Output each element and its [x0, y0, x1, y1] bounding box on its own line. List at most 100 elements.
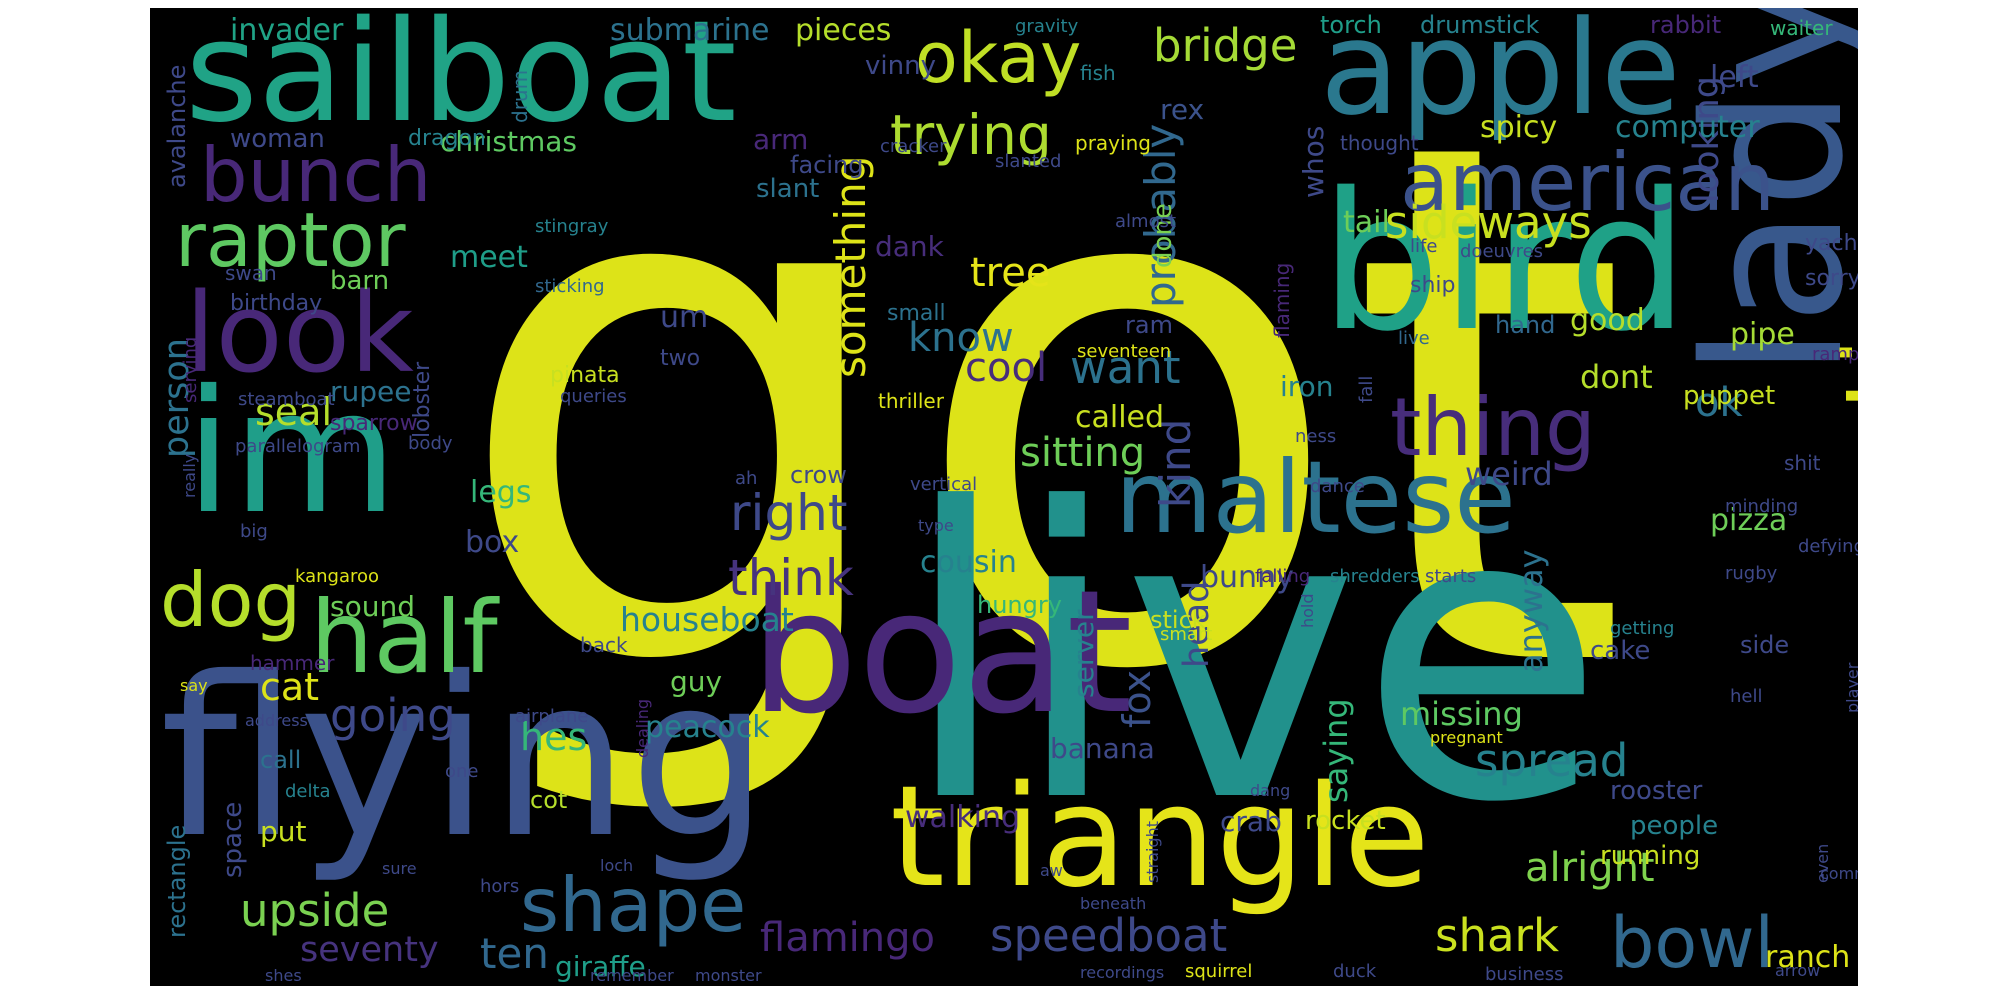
- word-18: raptor: [175, 196, 406, 284]
- word-121: vinny: [865, 51, 936, 81]
- word-70: good: [1570, 303, 1645, 338]
- word-178: address: [245, 711, 308, 730]
- word-69: whos: [1297, 125, 1330, 198]
- word-72: dont: [1580, 358, 1653, 396]
- word-164: kangaroo: [295, 566, 380, 587]
- word-76: iron: [1280, 370, 1334, 403]
- word-126: yacht: [1805, 231, 1858, 256]
- word-113: cot: [530, 786, 568, 814]
- word-162: vertical: [910, 474, 978, 495]
- word-138: serving: [180, 336, 201, 403]
- word-118: torch: [1320, 11, 1382, 39]
- word-66: computer: [1615, 110, 1760, 145]
- word-87: facing: [790, 151, 864, 179]
- word-8: im: [185, 354, 398, 552]
- word-45: ok: [1695, 380, 1743, 426]
- word-186: hors: [480, 876, 520, 897]
- word-124: drum: [508, 69, 532, 123]
- word-141: parallelogram: [235, 436, 361, 457]
- word-13: look: [185, 269, 414, 397]
- word-183: pregnant: [1430, 728, 1503, 747]
- word-101: running: [1600, 841, 1701, 871]
- word-80: meet: [450, 240, 528, 275]
- word-187: loch: [600, 856, 634, 875]
- word-145: thriller: [878, 389, 944, 413]
- word-128: ship: [1410, 273, 1456, 298]
- word-123: fish: [1080, 61, 1116, 85]
- word-36: want: [1070, 341, 1181, 394]
- word-98: crab: [1220, 805, 1282, 838]
- word-71: pipe: [1730, 317, 1795, 352]
- word-90: bunny: [1200, 560, 1294, 595]
- word-105: crow: [790, 461, 847, 489]
- word-65: spicy: [1480, 110, 1558, 145]
- word-32: alright: [1525, 845, 1655, 891]
- word-171: getting: [1610, 618, 1675, 639]
- word-156: shit: [1784, 451, 1821, 475]
- word-179: airplane: [515, 706, 589, 727]
- word-181: dealing: [633, 699, 652, 758]
- word-180: delta: [285, 781, 331, 802]
- word-117: drumstick: [1420, 11, 1540, 39]
- word-30: sideways: [1385, 196, 1592, 249]
- word-108: cake: [1590, 636, 1651, 666]
- word-144: queries: [560, 386, 627, 407]
- word-77: called: [1075, 400, 1165, 435]
- word-170: smart: [1160, 624, 1213, 645]
- word-150: live: [1398, 328, 1430, 349]
- word-109: hungry: [977, 591, 1062, 619]
- word-5: sailboat: [185, 8, 737, 154]
- word-47: tree: [970, 250, 1051, 296]
- word-100: people: [1630, 811, 1719, 841]
- word-135: sticking: [535, 276, 605, 297]
- word-67: left: [1710, 60, 1759, 95]
- word-81: rupee: [330, 375, 412, 408]
- word-198: shes: [265, 966, 302, 985]
- word-176: back: [580, 633, 628, 657]
- word-82: barn: [330, 266, 390, 296]
- word-147: seventeen: [1077, 341, 1172, 362]
- word-158: defying: [1798, 536, 1858, 557]
- word-46: know: [908, 315, 1014, 361]
- word-169: hold: [1298, 593, 1317, 628]
- word-56: peacock: [645, 710, 770, 745]
- word-9: triangle: [890, 756, 1430, 919]
- word-193: arrow: [1775, 961, 1821, 980]
- word-148: flaming: [1270, 262, 1294, 338]
- word-33: shark: [1435, 909, 1560, 962]
- word-11: maltese: [1115, 439, 1516, 556]
- word-185: sure: [382, 859, 417, 878]
- word-6: bird: [1320, 152, 1689, 373]
- word-41: seventy: [300, 930, 439, 970]
- word-174: player: [1843, 662, 1858, 713]
- word-139: steamboat: [238, 389, 335, 410]
- word-129: thought: [1340, 131, 1419, 155]
- word-166: falling: [1255, 566, 1311, 587]
- word-39: flamingo: [760, 915, 935, 961]
- word-119: rabbit: [1650, 11, 1722, 39]
- word-85: dragon: [408, 126, 486, 151]
- word-172: rugby: [1725, 563, 1778, 584]
- word-116: avalanche: [163, 64, 191, 188]
- word-140: sparrow: [330, 411, 418, 436]
- word-54: cat: [260, 665, 320, 709]
- word-96: small: [887, 301, 946, 326]
- word-16: american: [1400, 136, 1775, 229]
- word-52: fox: [1115, 670, 1159, 728]
- word-190: straight: [1143, 820, 1162, 883]
- word-160: big: [240, 521, 268, 542]
- word-4: boat: [750, 554, 1133, 752]
- word-131: cracker: [880, 136, 947, 157]
- word-133: almost: [1115, 211, 1177, 232]
- word-1: got: [450, 8, 1630, 827]
- word-152: doeuvres: [1460, 241, 1544, 262]
- word-59: giraffe: [555, 950, 646, 983]
- word-143: pinata: [550, 363, 620, 388]
- word-60: pieces: [795, 13, 892, 48]
- word-75: pizza: [1710, 503, 1788, 538]
- word-189: beneath: [1080, 894, 1147, 913]
- word-49: houseboat: [620, 600, 794, 639]
- word-173: hell: [1730, 686, 1763, 707]
- word-175: hammer: [250, 651, 335, 675]
- word-23: trying: [890, 103, 1052, 167]
